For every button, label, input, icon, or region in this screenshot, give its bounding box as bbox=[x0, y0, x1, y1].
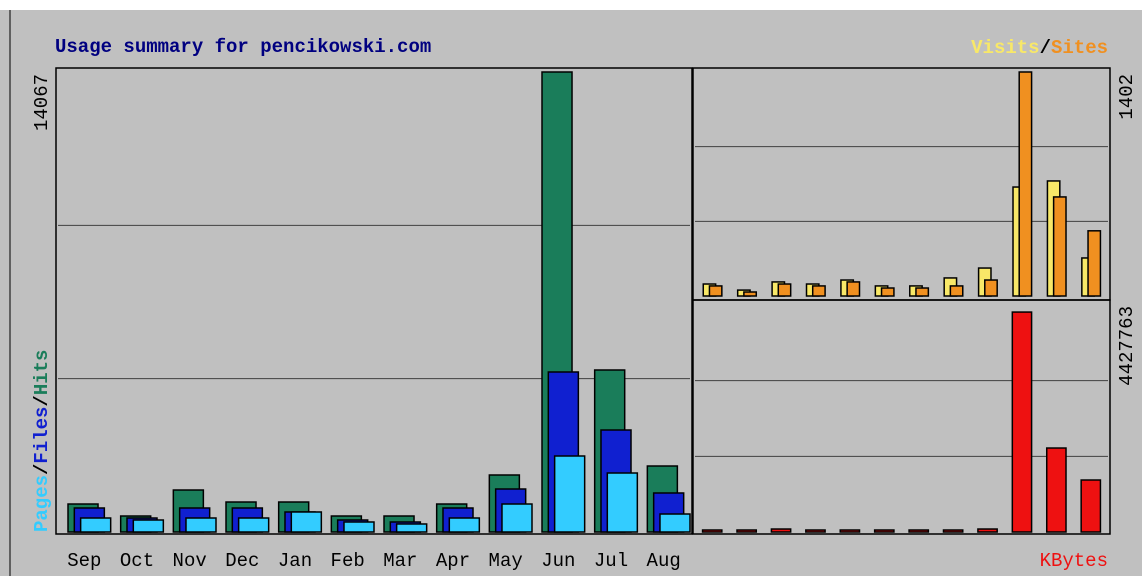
bar bbox=[132, 519, 165, 533]
legend-entry: Pages bbox=[31, 475, 53, 532]
legend-separator: / bbox=[1040, 37, 1051, 59]
bar bbox=[777, 283, 792, 297]
x-tick-label: Dec bbox=[225, 550, 259, 572]
bar bbox=[805, 529, 826, 533]
chart-title: Usage summary for pencikowski.com bbox=[55, 36, 431, 58]
bar bbox=[949, 285, 964, 297]
bar bbox=[501, 503, 533, 533]
legend-separator: / bbox=[31, 395, 53, 406]
legend-entry: Sites bbox=[1051, 37, 1108, 59]
legend: Visits/Sites bbox=[971, 37, 1108, 59]
bar bbox=[846, 281, 861, 297]
bar bbox=[880, 287, 895, 297]
legend-entry: Visits bbox=[971, 37, 1039, 59]
bar bbox=[395, 523, 428, 533]
bar bbox=[448, 517, 481, 533]
top-strip bbox=[0, 0, 1142, 10]
bar bbox=[185, 517, 217, 533]
bar bbox=[942, 529, 964, 533]
x-tick-label: Feb bbox=[331, 550, 365, 572]
legend-entry: Hits bbox=[31, 350, 53, 396]
legend-entry: Files bbox=[31, 407, 53, 464]
bar bbox=[839, 529, 861, 533]
bar bbox=[770, 528, 792, 533]
bar bbox=[736, 529, 758, 533]
bar bbox=[811, 285, 826, 297]
bar bbox=[1087, 230, 1102, 297]
x-tick-label: Oct bbox=[120, 550, 154, 572]
bar bbox=[343, 521, 375, 533]
legend: Pages/Files/Hits bbox=[31, 350, 53, 532]
bar bbox=[1011, 311, 1033, 533]
bar bbox=[1045, 447, 1067, 533]
bar bbox=[1018, 71, 1033, 297]
bar bbox=[606, 472, 639, 533]
bar bbox=[79, 517, 112, 533]
y-max-label: 14067 bbox=[31, 74, 53, 131]
bar bbox=[984, 279, 998, 297]
bar bbox=[1080, 479, 1102, 533]
panel-frame bbox=[692, 299, 1111, 535]
x-tick-label: May bbox=[489, 550, 523, 572]
bar bbox=[915, 287, 930, 297]
x-tick-label: Aug bbox=[647, 550, 681, 572]
x-tick-label: Sep bbox=[67, 550, 101, 572]
x-tick-label: Apr bbox=[436, 550, 470, 572]
y-max-label: 1402 bbox=[1116, 74, 1138, 120]
legend: KBytes bbox=[1040, 550, 1108, 572]
bar bbox=[290, 511, 323, 533]
panel-frame bbox=[55, 67, 693, 535]
bar bbox=[237, 517, 270, 533]
x-tick-label: Jul bbox=[594, 550, 628, 572]
y-max-label: 4427763 bbox=[1116, 306, 1138, 386]
bar bbox=[743, 291, 758, 297]
bar bbox=[659, 513, 691, 533]
bar bbox=[701, 529, 723, 533]
legend-separator: / bbox=[31, 464, 53, 475]
bar bbox=[908, 529, 930, 533]
bar bbox=[873, 529, 895, 533]
x-tick-label: Nov bbox=[173, 550, 207, 572]
bar bbox=[553, 455, 586, 533]
bar bbox=[708, 285, 723, 297]
x-tick-label: Mar bbox=[383, 550, 417, 572]
x-tick-label: Jun bbox=[541, 550, 575, 572]
x-tick-label: Jan bbox=[278, 550, 312, 572]
legend-entry: KBytes bbox=[1040, 550, 1108, 572]
bar bbox=[977, 528, 998, 533]
bar bbox=[1052, 196, 1067, 297]
